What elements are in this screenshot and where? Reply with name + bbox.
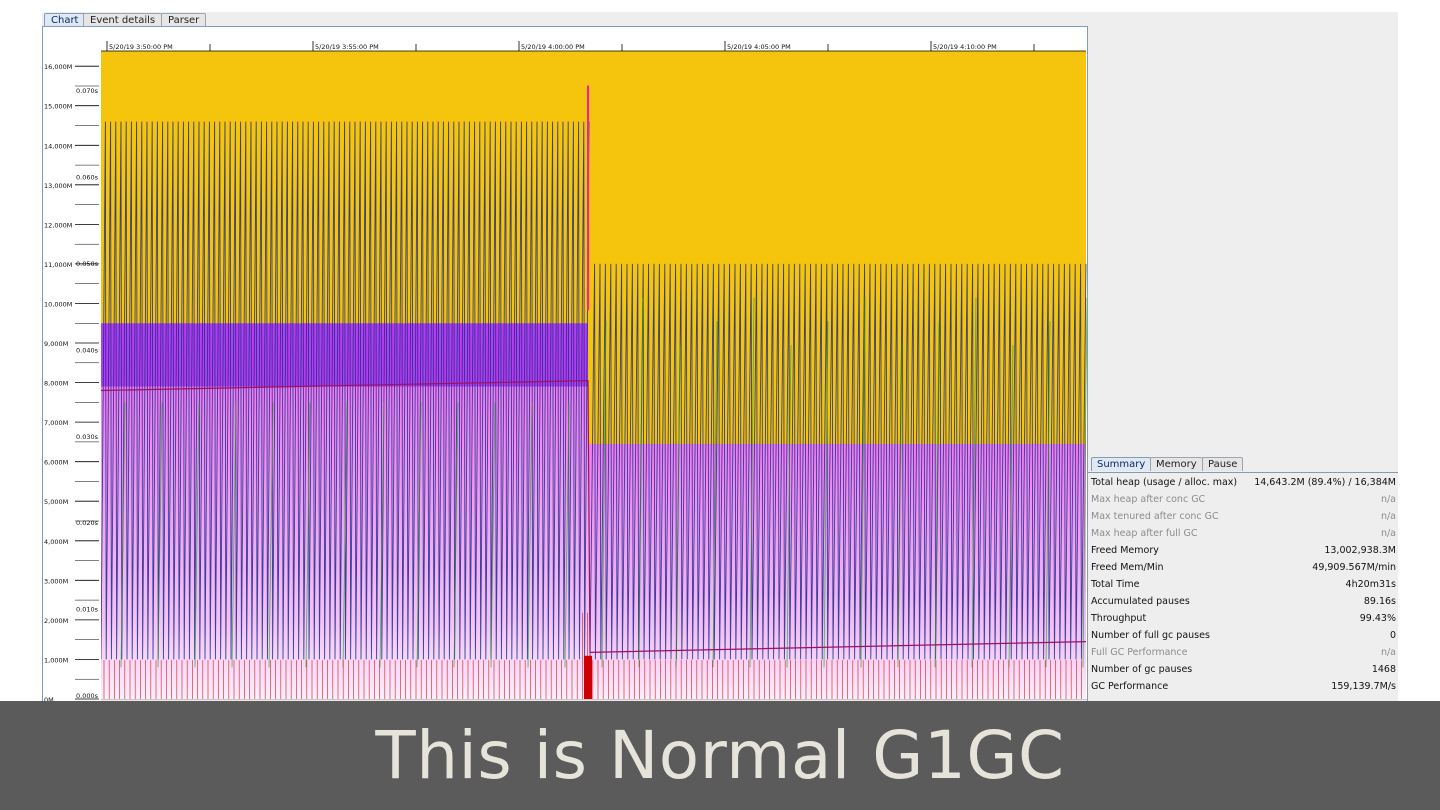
tab-event-details[interactable]: Event details <box>83 13 163 26</box>
summary-row: GC Performance 159,139.7M/s <box>1088 678 1398 695</box>
tab-memory[interactable]: Memory <box>1150 457 1203 471</box>
pause-axis-label: 0.030s <box>76 433 99 441</box>
slide-caption: This is Normal G1GC <box>0 701 1440 810</box>
summary-key: Number of gc pauses <box>1091 664 1193 675</box>
tab-chart[interactable]: Chart <box>44 13 86 26</box>
summary-row: Number of full gc pauses 0 <box>1088 627 1398 644</box>
y-axis-area <box>43 27 101 701</box>
heap-axis-label: 5,000M <box>44 498 68 506</box>
heap-axis-label: 11,000M <box>44 261 72 269</box>
pause-axis-label: 0.070s <box>76 87 99 95</box>
heap-axis-label: 2,000M <box>44 617 68 625</box>
pause-axis-label: 0.000s <box>76 692 99 700</box>
used-heap-line <box>589 263 1087 660</box>
summary-key: Full GC Performance <box>1091 647 1188 658</box>
time-axis-label: 5/20/19 4:10:00 PM <box>933 43 997 51</box>
heap-axis-label: 12,000M <box>44 221 72 229</box>
summary-row: Max heap after conc GC n/a <box>1088 491 1398 508</box>
concurrent-gc-lines <box>120 297 1087 668</box>
summary-row: Full GC Performance n/a <box>1088 644 1398 661</box>
pause-axis-label: 0.020s <box>76 519 99 527</box>
heap-axis-label: 0M <box>44 696 54 701</box>
summary-key: Freed Mem/Min <box>1091 562 1164 573</box>
pause-axis-label: 0.060s <box>76 174 99 182</box>
summary-value: 13,002,938.3M <box>1324 545 1396 556</box>
heap-axis-label: 7,000M <box>44 419 68 427</box>
time-axis-label: 5/20/19 3:55:00 PM <box>315 43 379 51</box>
gcviewer-window: Chart Event details Parser 16,000M 15,000… <box>42 12 1398 712</box>
summary-key: Freed Memory <box>1091 545 1159 556</box>
summary-row: Total Time 4h20m31s <box>1088 576 1398 593</box>
summary-table: Total heap (usage / alloc. max) 14,643.2M… <box>1088 472 1398 702</box>
summary-value: 0 <box>1389 630 1396 641</box>
summary-row: Number of gc pauses 1468 <box>1088 661 1398 678</box>
summary-row: Total heap (usage / alloc. max) 14,643.2M… <box>1088 474 1398 491</box>
heap-axis-label: 6,000M <box>44 459 68 467</box>
summary-key: Max heap after full GC <box>1091 528 1198 539</box>
x-axis-area <box>101 27 1086 51</box>
used-tenured-line <box>100 380 1087 653</box>
summary-key: Total Time <box>1091 579 1140 590</box>
tab-summary[interactable]: Summary <box>1091 457 1152 471</box>
heap-axis-label: 1,000M <box>44 656 68 664</box>
heap-axis-label: 13,000M <box>44 182 72 190</box>
summary-value: n/a <box>1380 528 1396 539</box>
summary-value: 49,909.567M/min <box>1312 562 1396 573</box>
gc-chart-panel: 16,000M 15,000M 14,000M 13,000M 12,000M 11,00… <box>42 26 1088 712</box>
summary-value: 4h20m31s <box>1345 579 1396 590</box>
summary-key: Total heap (usage / alloc. max) <box>1091 477 1238 488</box>
heap-axis-label: 10,000M <box>44 301 72 309</box>
summary-row: Max tenured after conc GC n/a <box>1088 508 1398 525</box>
summary-row: Max heap after full GC n/a <box>1088 525 1398 542</box>
pause-axis-label: 0.040s <box>76 346 99 354</box>
summary-value: n/a <box>1380 647 1396 658</box>
tab-parser[interactable]: Parser <box>161 13 207 26</box>
pause-axis-label: 0.010s <box>76 606 99 614</box>
pause-axis-label: 0.050s <box>76 260 99 268</box>
summary-value: 14,643.2M (89.4%) / 16,384M <box>1254 477 1396 488</box>
heap-axis-label: 16,000M <box>44 63 72 71</box>
summary-key: Number of full gc pauses <box>1091 630 1210 641</box>
summary-key: Throughput <box>1091 613 1147 624</box>
heap-axis-label: 3,000M <box>44 577 68 585</box>
time-axis-label: 5/20/19 4:00:00 PM <box>521 43 585 51</box>
heap-axis-label: 9,000M <box>44 340 68 348</box>
summary-value: n/a <box>1380 494 1396 505</box>
summary-value: 89.16s <box>1363 596 1396 607</box>
heap-axis-label: 8,000M <box>44 380 68 388</box>
summary-value: 159,139.7M/s <box>1331 681 1396 692</box>
summary-row: Freed Mem/Min 49,909.567M/min <box>1088 559 1398 576</box>
summary-value: 99.43% <box>1359 613 1396 624</box>
summary-value: 1468 <box>1371 664 1396 675</box>
used-heap-line <box>100 121 590 660</box>
main-tabbar: Chart Event details Parser <box>42 12 1088 27</box>
summary-value: n/a <box>1380 511 1396 522</box>
gc-pause-bars <box>103 612 1082 699</box>
gc-chart[interactable]: 16,000M 15,000M 14,000M 13,000M 12,000M 11,00… <box>43 27 1087 701</box>
summary-row: Throughput 99.43% <box>1088 610 1398 627</box>
summary-key: Accumulated pauses <box>1091 596 1190 607</box>
summary-panel: Summary Memory Pause Total heap (usage /… <box>1088 456 1398 702</box>
tab-pause[interactable]: Pause <box>1202 457 1244 471</box>
summary-row: Accumulated pauses 89.16s <box>1088 593 1398 610</box>
summary-row: Freed Memory 13,002,938.3M <box>1088 542 1398 559</box>
heap-axis-label: 15,000M <box>44 103 72 111</box>
summary-key: Max tenured after conc GC <box>1091 511 1219 522</box>
gc-pause-burst <box>584 655 592 699</box>
heap-axis-label: 14,000M <box>44 142 72 150</box>
time-axis-label: 5/20/19 3:50:00 PM <box>109 43 173 51</box>
summary-key: Max heap after conc GC <box>1091 494 1206 505</box>
summary-key: GC Performance <box>1091 681 1169 692</box>
time-axis-label: 5/20/19 4:05:00 PM <box>727 43 791 51</box>
heap-axis-label: 4,000M <box>44 538 68 546</box>
